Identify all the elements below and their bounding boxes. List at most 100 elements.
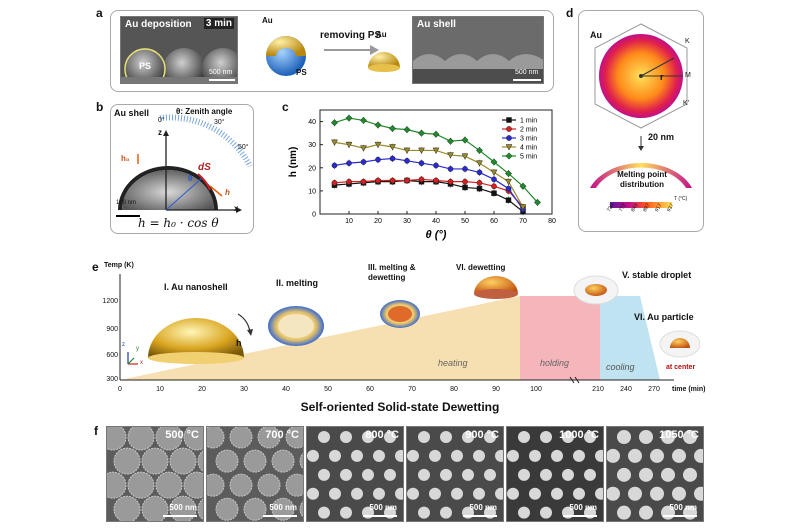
legend-label: 2 min [520,127,537,134]
data-point [375,156,381,163]
panel-b-scale: 100 nm [116,200,137,206]
x-tick-label: 70 [519,218,527,225]
time-tick-label: 240 [620,386,632,393]
data-point [346,178,352,185]
panel-b-diagram [116,114,253,217]
sem-scale-text: 500 nm [669,503,697,512]
panel-b-title: Au shell [114,108,150,118]
removing-ps-text: removing PS [320,30,382,41]
time-axis-label: time (min) [672,386,706,393]
r-label: r [660,72,664,82]
time-tick-label: 40 [282,386,290,393]
series-line-4-min [334,141,524,208]
data-point [331,179,338,186]
data-point [418,176,425,183]
sem-scale-bar [363,515,397,517]
time-tick-label: 270 [648,386,660,393]
panel-d-frame [578,10,704,232]
formula: h = h₀ · cos θ [138,216,219,230]
sem-particles [507,427,603,521]
arrow-right-icon [324,45,379,55]
sem2-title: Au shell [417,19,456,30]
x-axis-label: θ (°) [426,229,447,241]
sem-image: 1000 °C 500 nm [506,426,604,522]
data-point [505,185,512,192]
x-tick-label: 10 [345,218,353,225]
x-tick-label: 40 [432,218,440,225]
y-tick-label: 0 [312,212,316,219]
sem-image: 1050 °C 500 nm [606,426,704,522]
y-tick-label: 20 [308,165,316,172]
legend-label: 4 min [520,145,537,152]
sem-scale-bar [263,515,297,517]
data-point [345,114,353,122]
sem-temperature-label: 700 °C [265,429,299,441]
data-point [505,178,512,186]
sem-scale-text: 500 nm [569,503,597,512]
data-point [490,169,498,176]
data-point [447,178,454,185]
data-point [330,119,339,127]
data-point [519,204,527,211]
data-point [375,177,381,184]
time-tick-label: 90 [492,386,500,393]
stage-3-label: III. melting & dewetting [368,263,416,282]
temp-tick-label: 900 [106,326,118,333]
sem-temperature-label: 1050 °C [659,429,699,441]
data-point [331,139,338,146]
stage-5-label: V. stable droplet [622,270,692,280]
k-prime-label: K' [683,100,690,107]
phase-heating: heating [438,358,468,368]
au-label: Au [262,16,273,25]
k-label: K [685,38,690,45]
data-point [345,141,353,149]
sem-temperature-label: 500 °C [165,429,199,441]
sem2-scale-text: 500 nm [515,69,539,76]
data-point [389,144,396,151]
axis-icon-x: x [140,360,143,366]
ps-label: PS [139,61,152,71]
data-point [432,147,440,154]
sem-scale-bar [563,515,597,517]
axis-icon-y: y [136,346,139,352]
angle-tick-0: 0° [158,117,165,124]
colorbar-ticks: 720 772 843 897 917 937 [606,203,675,224]
sem-scale-bar [663,515,697,517]
sem-au-deposition: Au deposition 3 min PS 500 nm [120,16,238,84]
sem1-time: 3 min [203,18,234,29]
angle-tick-50: 50° [238,144,249,151]
angle-tick-30: 30° [214,119,225,126]
time-tick-label: 80 [450,386,458,393]
sem-image: 900 °C 500 nm [406,426,504,522]
data-point [490,158,498,166]
data-point [404,177,410,184]
data-point [404,157,410,164]
axis-z-label: z [158,128,162,137]
data-point [374,141,382,149]
data-point [476,185,483,192]
data-point [433,177,439,184]
zenith-label: θ: Zenith angle [176,107,233,116]
sem-au-shell: Au shell 500 nm [412,16,544,84]
legend-marker [506,135,512,141]
data-point [388,124,397,133]
data-point [446,137,455,145]
data-point [476,169,483,176]
au-shell-schematic [368,52,400,72]
y-tick-label: 40 [308,119,316,126]
data-point [505,197,512,203]
legend-marker [505,144,513,151]
thickness-label: 20 nm [648,132,675,142]
panel-label-e: e [92,260,99,274]
time-tick-label: 70 [408,386,416,393]
sem-scale-text: 500 nm [469,503,497,512]
data-point [491,183,497,190]
stage-6-label: VI. Au particle [634,312,694,322]
data-point [491,190,497,196]
h-label: h [225,188,230,197]
data-point [461,136,469,144]
sem-particles [107,427,203,521]
ds-label: dS [198,162,211,173]
stage-1-label: I. Au nanoshell [164,282,228,292]
data-point [504,170,513,178]
